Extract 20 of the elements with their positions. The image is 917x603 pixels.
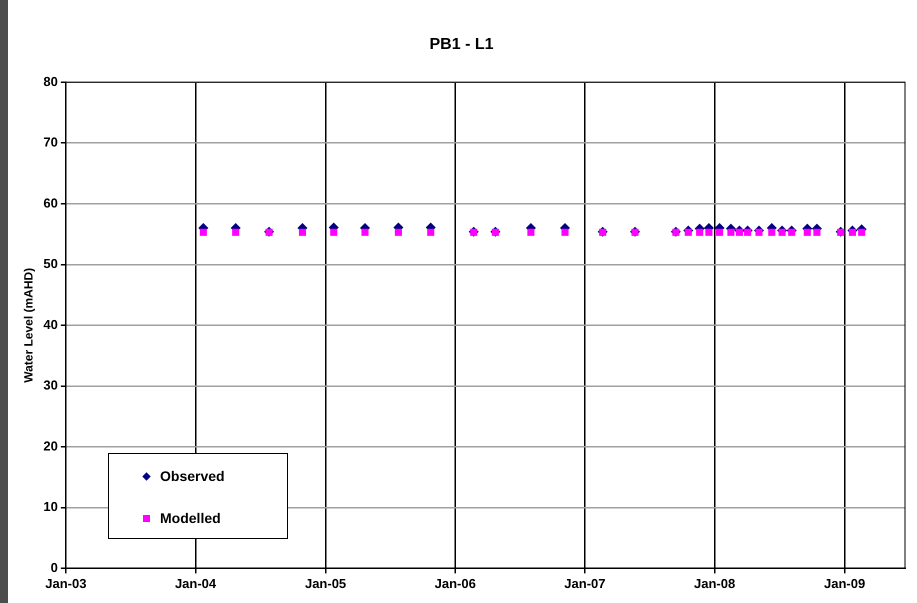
x-tick-label: Jan-03 <box>45 576 86 591</box>
x-tick-label: Jan-05 <box>304 576 346 591</box>
y-tick-label: 40 <box>43 316 58 332</box>
chart-title: PB1 - L1 <box>429 36 494 54</box>
legend-label: Observed <box>160 468 225 484</box>
legend-label: Modelled <box>160 510 221 526</box>
y-tick-label: 0 <box>50 560 58 575</box>
x-tick-label: Jan-09 <box>824 576 866 591</box>
y-tick-label: 20 <box>43 438 58 454</box>
y-tick-label: 80 <box>43 74 58 89</box>
x-tick-label: Jan-07 <box>564 576 606 591</box>
y-tick-label: 60 <box>43 195 58 210</box>
y-tick-label: 10 <box>43 499 58 514</box>
y-tick-label: 30 <box>43 378 58 393</box>
x-tick-label: Jan-06 <box>434 576 476 591</box>
x-tick-label: Jan-04 <box>174 576 217 591</box>
y-tick-label: 50 <box>43 256 58 272</box>
y-axis-title: Water Level (mAHD) <box>22 268 36 383</box>
x-tick-label: Jan-08 <box>694 576 736 591</box>
y-tick-label: 70 <box>43 134 58 150</box>
